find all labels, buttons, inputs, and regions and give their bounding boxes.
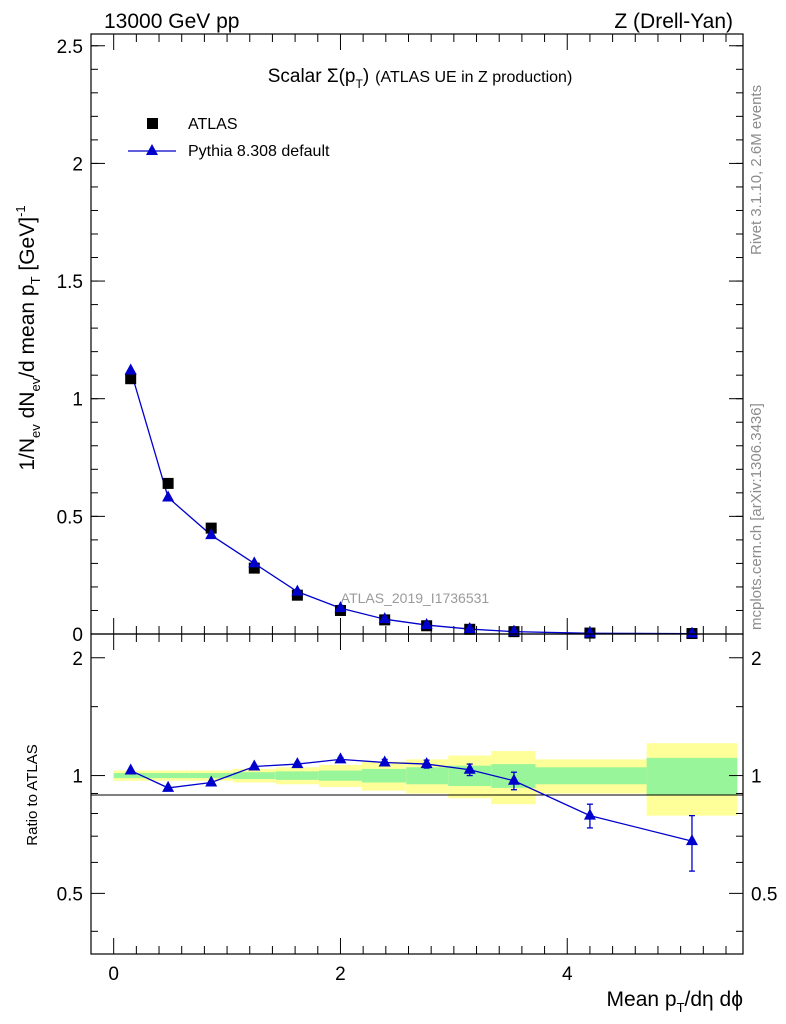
ratio-ytick-label-right: 1 (751, 767, 762, 788)
ratio-band-inner (318, 770, 363, 781)
ratio-pythia-point (205, 775, 218, 787)
legend-pythia-marker (146, 144, 158, 155)
pythia-point (162, 490, 175, 502)
ratio-panel: 0.5 0.5 1 1 2 2 0 2 4 Ratio to ATLAS Mean pT/dη … (24, 633, 778, 1015)
ratio-xlabel: Mean pT/dη dϕ (607, 988, 743, 1015)
ratio-band-inner (147, 773, 190, 779)
ratio-band-inner (362, 768, 407, 783)
ratio-pythia-point (685, 834, 698, 846)
ratio-band-inner (646, 757, 738, 796)
pythia-points (124, 363, 698, 638)
ratio-pythia-point (124, 763, 137, 775)
pythia-line (130, 370, 692, 635)
ratio-pythia-point (378, 755, 391, 767)
ratio-band-inner (113, 773, 148, 779)
main-ytick-label: 1.5 (57, 272, 83, 293)
energy-label: 13000 GeV pp (104, 10, 239, 33)
ratio-pythia-points (124, 752, 698, 872)
ratio-ytick-label: 0.5 (57, 884, 83, 905)
main-panel: 0 0.5 1 1.5 2 2.5 ATLAS_2019_I1736531 Scalar … (13, 33, 744, 646)
ratio-pythia-point (248, 759, 261, 771)
main-ytick-label: 0.5 (57, 507, 83, 528)
pythia-point (124, 363, 137, 375)
ratio-ytick-label: 2 (72, 649, 83, 670)
pythia-point (205, 528, 218, 540)
atlas-point (125, 373, 137, 385)
legend-atlas-marker (147, 118, 158, 129)
ratio-pythia-point (507, 773, 520, 785)
ratio-pythia-point (334, 752, 347, 764)
main-ylabel: 1/Nev dNev/d mean pT [GeV]-1 (13, 205, 43, 470)
main-title: Scalar Σ(pT) (ATLAS UE in Z production) (268, 66, 573, 91)
process-label: Z (Drell-Yan) (614, 10, 733, 33)
ratio-ytick-label: 1 (72, 767, 83, 788)
main-ytick-label: 0 (72, 625, 83, 646)
ratio-bands (113, 743, 738, 816)
legend: ATLAS Pythia 8.308 default (128, 116, 330, 160)
pythia-point (248, 556, 261, 568)
atlas-point (162, 477, 174, 489)
main-ytick-label: 2 (72, 154, 83, 175)
ratio-xtick-label: 4 (562, 964, 573, 985)
mcplots-label: mcplots.cern.ch [arXiv:1306.3436] (748, 403, 765, 630)
atlas-point (248, 562, 260, 574)
rivet-label: Rivet 3.1.10, 2.6M events (748, 85, 765, 255)
ratio-frame (90, 633, 744, 955)
atlas-point (205, 522, 217, 534)
pythia-point (420, 618, 433, 630)
ratio-band-inner (275, 771, 319, 780)
pythia-point (507, 624, 520, 636)
pythia-point (685, 626, 698, 638)
ratio-tick-labels: 0.5 0.5 1 1 2 2 0 2 4 (57, 649, 778, 985)
legend-pythia-label: Pythia 8.308 default (188, 143, 330, 160)
pythia-point (463, 622, 476, 634)
watermark: ATLAS_2019_I1736531 (341, 590, 490, 606)
main-ytick-labels: 0 0.5 1 1.5 2 2.5 (57, 37, 83, 646)
ratio-pythia-point (420, 757, 433, 769)
ratio-xtick-label: 0 (108, 964, 119, 985)
pythia-point (334, 601, 347, 613)
ratio-ytick-label-right: 0.5 (751, 884, 777, 905)
main-ytick-label: 1 (72, 390, 83, 411)
ratio-ytick-label-right: 2 (751, 649, 762, 670)
ratio-pythia-point (291, 757, 304, 769)
ratio-pythia-point (162, 780, 175, 792)
ratio-ylabel: Ratio to ATLAS (24, 744, 41, 845)
pythia-point (291, 584, 304, 596)
ratio-band-inner (535, 767, 647, 785)
ratio-pythia-point (583, 808, 596, 820)
main-ytick-label: 2.5 (57, 37, 83, 58)
ratio-pythia-point (463, 762, 476, 774)
ratio-ticks (91, 634, 743, 954)
ratio-band-inner (232, 772, 276, 779)
ratio-band-inner (406, 767, 449, 785)
pythia-point (378, 612, 391, 624)
ratio-pythia-line (130, 758, 693, 842)
legend-atlas-label: ATLAS (188, 116, 238, 133)
ratio-xtick-label: 2 (335, 964, 346, 985)
